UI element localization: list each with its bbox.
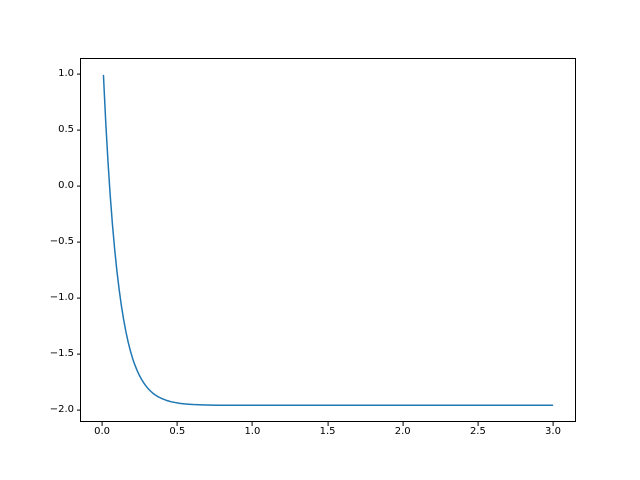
line-plot-svg bbox=[102, 74, 554, 406]
ytick-label-0: 1.0 bbox=[58, 68, 74, 80]
plot-axes bbox=[80, 57, 576, 423]
ytick-mark bbox=[76, 185, 80, 187]
xtick-label-5: 2.5 bbox=[469, 426, 486, 437]
ytick-mark bbox=[76, 73, 80, 75]
xtick-label-6: 3.0 bbox=[545, 426, 561, 437]
xtick-mark bbox=[101, 422, 103, 426]
xtick-mark bbox=[251, 422, 253, 426]
xtick-label-4: 2.0 bbox=[394, 426, 411, 437]
xtick-label-3: 1.5 bbox=[319, 426, 336, 437]
ytick-mark bbox=[76, 241, 80, 243]
ytick-label-1: 0.5 bbox=[58, 124, 74, 136]
ytick-mark bbox=[76, 353, 80, 355]
data-series-line bbox=[102, 74, 554, 406]
xtick-label-2: 1.0 bbox=[244, 426, 261, 437]
xtick-mark bbox=[176, 422, 178, 426]
xtick-mark bbox=[477, 422, 479, 426]
ytick-label-6: −2.0 bbox=[49, 404, 74, 416]
xtick-label-0: 0.0 bbox=[94, 426, 111, 437]
ytick-label-2: 0.0 bbox=[58, 180, 74, 192]
ytick-label-4: −1.0 bbox=[49, 292, 74, 304]
xtick-mark bbox=[552, 422, 554, 426]
xtick-mark bbox=[402, 422, 404, 426]
xtick-label-1: 0.5 bbox=[169, 426, 186, 437]
ytick-mark bbox=[76, 297, 80, 299]
xtick-mark bbox=[327, 422, 328, 426]
ytick-mark bbox=[76, 129, 80, 131]
ytick-label-5: −1.5 bbox=[49, 348, 74, 360]
ytick-label-3: −0.5 bbox=[49, 236, 74, 248]
ytick-mark bbox=[76, 409, 80, 411]
